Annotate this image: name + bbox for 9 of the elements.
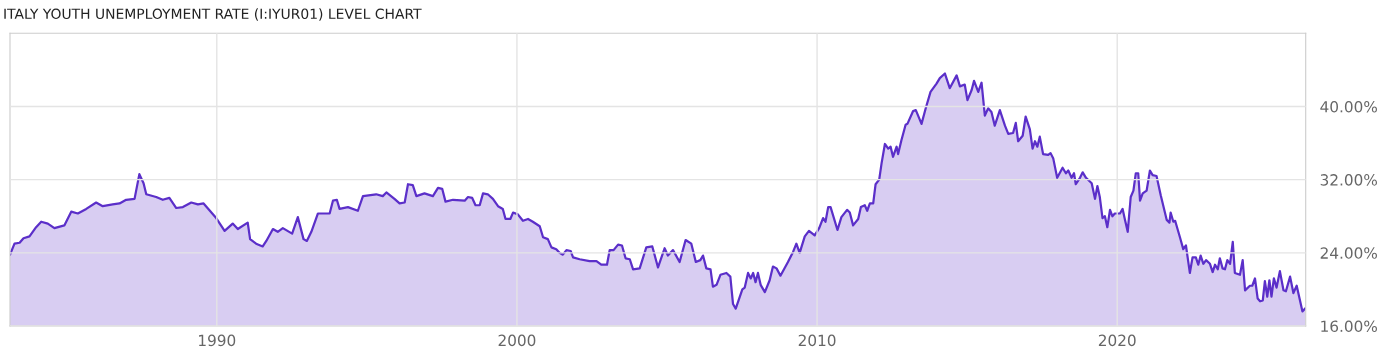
x-tick-label: 1990 — [199, 334, 236, 347]
y-tick-label: 24.00% — [1320, 247, 1377, 259]
y-tick-label: 16.00% — [1321, 320, 1377, 333]
x-tick-label: 2020 — [1098, 334, 1136, 347]
y-tick-label: 40.00% — [1320, 100, 1377, 113]
y-tick-label: 32.00% — [1320, 174, 1377, 186]
x-tick-label: 2010 — [798, 334, 836, 347]
chart-title: ITALY YOUTH UNEMPLOYMENT RATE (I:IYUR01) LEVEL CHART — [4, 8, 422, 21]
x-tick-label: 2000 — [498, 334, 536, 347]
